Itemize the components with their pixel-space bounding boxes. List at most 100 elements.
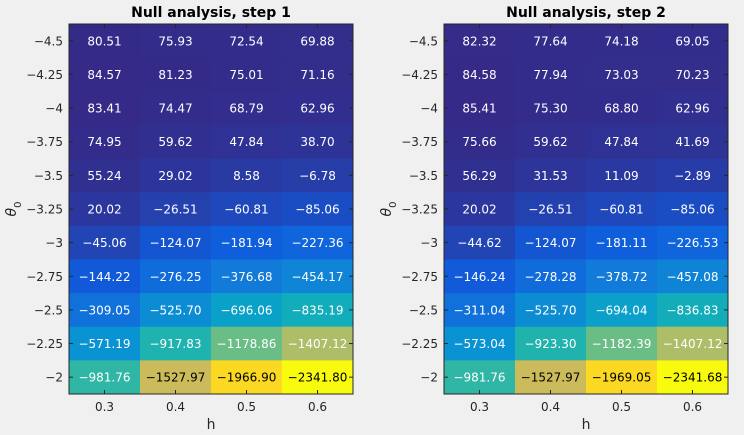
y-tick-label: −2.5	[34, 303, 63, 317]
heatmap-cell	[444, 225, 516, 260]
heatmap-cell	[515, 124, 587, 160]
chart-title: Null analysis, step 2	[506, 5, 666, 21]
y-tick-label: −4.25	[401, 68, 438, 82]
y-axis-label-text: θ0	[379, 202, 399, 217]
cell-value-label: 72.54	[229, 34, 263, 48]
heatmap-cell	[140, 24, 212, 59]
heatmap-cell	[69, 158, 141, 193]
cell-value-label: −60.81	[599, 203, 643, 217]
cell-value-label: −378.72	[595, 270, 647, 284]
y-axis-label-text: θ0	[4, 202, 24, 217]
heatmap-cell	[515, 91, 587, 126]
heatmap-cell	[69, 124, 141, 160]
heatmap-cell	[586, 192, 658, 227]
heatmap-cell	[282, 360, 354, 395]
heatmap-panel-step2: Null analysis, step 2 82.32 77.64 74.18 69.…	[379, 5, 729, 433]
cell-value-label: −573.04	[453, 337, 505, 351]
heatmap-cell	[211, 326, 283, 361]
cell-labels: 80.51 75.93 72.54 69.88 84.57 81.23 75.01 71.16…	[78, 34, 347, 384]
heatmap-cell	[211, 259, 283, 294]
heatmap-cell	[69, 225, 141, 260]
heatmap-cell	[444, 259, 516, 294]
cell-value-label: 69.05	[675, 34, 709, 48]
cell-value-label: 62.96	[675, 102, 709, 116]
cell-value-label: −45.06	[82, 236, 126, 250]
cell-value-label: 41.69	[675, 135, 709, 149]
y-tick-label: −2	[45, 371, 63, 385]
cell-value-label: 73.03	[604, 68, 638, 82]
cell-value-label: 83.41	[87, 102, 121, 116]
cell-value-label: −454.17	[291, 270, 343, 284]
heatmap-cell	[586, 259, 658, 294]
x-tick-labels: 0.3 0.4 0.5 0.6	[95, 400, 327, 414]
heatmap-cell	[515, 326, 587, 361]
y-tick-label: −3	[420, 236, 438, 250]
heatmap-cell	[444, 293, 516, 328]
cell-value-label: 47.84	[229, 135, 263, 149]
y-tick-label: −4	[45, 102, 63, 116]
heatmap-cell	[211, 91, 283, 126]
heatmap-cell	[657, 24, 729, 59]
cell-value-label: −6.78	[299, 169, 336, 183]
y-axis-label-symbol: θ	[379, 207, 395, 216]
heatmap-cell	[444, 24, 516, 59]
y-axis-label-symbol: θ	[4, 207, 20, 216]
cell-value-label: −60.81	[224, 203, 268, 217]
x-tick-label: 0.5	[237, 400, 256, 414]
heatmap-cell	[140, 158, 212, 193]
heatmap-cell	[211, 293, 283, 328]
y-tick-label: −2	[420, 371, 438, 385]
y-tick-label: −2.75	[401, 270, 438, 284]
x-tick-label: 0.6	[308, 400, 327, 414]
cell-value-label: −2341.68	[663, 371, 723, 385]
heatmap-cell	[69, 91, 141, 126]
heatmap-cell	[657, 57, 729, 92]
cell-value-label: 68.80	[604, 102, 638, 116]
heatmap-cell	[586, 225, 658, 260]
heatmap-cell	[657, 259, 729, 294]
cell-value-label: 75.01	[229, 68, 263, 82]
heatmap-cell	[444, 91, 516, 126]
x-axis-label: h	[207, 417, 216, 433]
heatmap-cell	[211, 24, 283, 59]
cell-value-label: −26.51	[528, 203, 572, 217]
cell-value-label: −309.05	[78, 303, 130, 317]
heatmap-cell	[140, 124, 212, 160]
cell-value-label: 82.32	[462, 34, 496, 48]
heatmap-cell	[657, 192, 729, 227]
cell-value-label: −276.25	[149, 270, 201, 284]
heatmap-cell	[444, 192, 516, 227]
heatmap-cell	[657, 124, 729, 160]
x-tick-label: 0.4	[541, 400, 560, 414]
heatmap-cell	[282, 293, 354, 328]
cell-labels: 82.32 77.64 74.18 69.05 84.58 77.94 73.03 70.23…	[453, 34, 722, 384]
y-axis-label: θ0	[4, 202, 24, 217]
heatmap-cell	[69, 24, 141, 59]
heatmap-cell	[515, 225, 587, 260]
heatmap-cell	[586, 57, 658, 92]
heatmap-cell	[586, 91, 658, 126]
cell-value-label: 74.18	[604, 34, 638, 48]
cell-value-label: 70.23	[675, 68, 709, 82]
y-tick-label: −3.25	[401, 203, 438, 217]
heatmap-cell	[211, 360, 283, 395]
y-tick-label: −4.5	[34, 34, 63, 48]
heatmap-cell	[444, 360, 516, 395]
cell-value-label: −1966.90	[217, 371, 277, 385]
heatmap-cell	[211, 124, 283, 160]
heatmap-cell	[444, 57, 516, 92]
x-tick-label: 0.3	[95, 400, 114, 414]
cell-value-label: −1407.12	[288, 337, 348, 351]
heatmap-cell	[657, 326, 729, 361]
cell-value-label: 80.51	[87, 34, 121, 48]
cell-value-label: 75.66	[462, 135, 496, 149]
cell-value-label: 11.09	[604, 169, 638, 183]
x-tick-label: 0.6	[683, 400, 702, 414]
heatmap-cell	[444, 158, 516, 193]
heatmap-cell	[282, 57, 354, 92]
y-tick-label: −2.5	[409, 303, 438, 317]
heatmap-cell	[444, 326, 516, 361]
cell-value-label: 74.95	[87, 135, 121, 149]
heatmap-cell	[282, 225, 354, 260]
